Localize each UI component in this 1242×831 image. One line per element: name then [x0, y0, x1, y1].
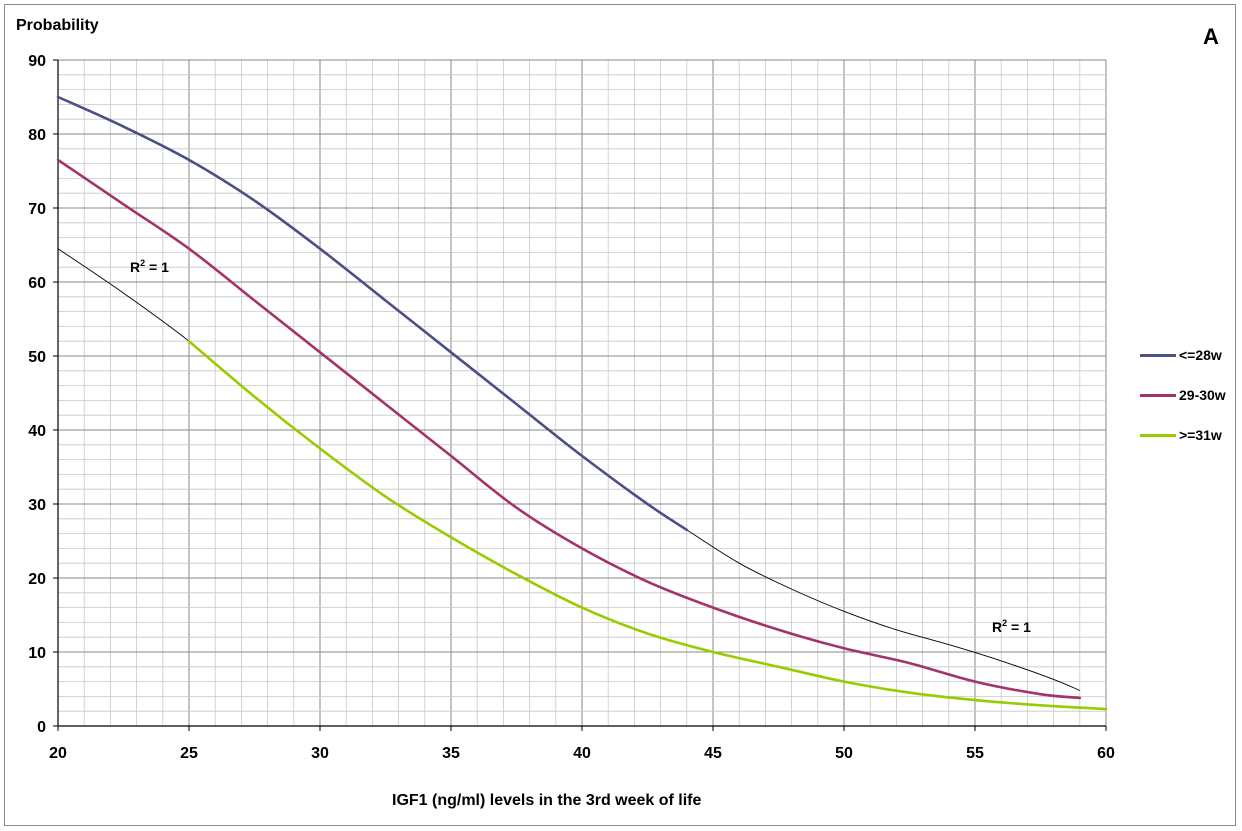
legend-label: >=31w — [1179, 427, 1222, 443]
trendline-label-2: R2 = 1 — [992, 618, 1031, 635]
y-tick-label: 30 — [28, 497, 46, 514]
panel-label: A — [1203, 24, 1219, 49]
series-line-1 — [56, 95, 689, 532]
legend-swatch-series-3 — [1140, 433, 1176, 437]
legend-item-series-2: 29-30w — [1140, 385, 1226, 405]
y-tick-label: 40 — [28, 423, 46, 440]
legend-label: 29-30w — [1179, 387, 1226, 403]
legend-swatch-series-2 — [1140, 393, 1176, 397]
x-tick-label: 45 — [704, 745, 722, 762]
y-tick-label: 10 — [28, 645, 46, 662]
y-tick-label: 20 — [28, 571, 46, 588]
x-tick-label: 20 — [49, 745, 67, 762]
x-tick-label: 55 — [966, 745, 984, 762]
y-tick-label: 0 — [37, 719, 46, 736]
x-tick-label: 60 — [1097, 745, 1115, 762]
x-tick-label: 25 — [180, 745, 198, 762]
y-tick-label: 80 — [28, 127, 46, 144]
y-tick-label: 70 — [28, 201, 46, 218]
legend-label: <=28w — [1179, 347, 1222, 363]
y-axis-title: Probability — [16, 17, 99, 34]
trendline-2 — [686, 529, 1080, 691]
legend-item-series-1: <=28w — [1140, 345, 1226, 365]
y-tick-label: 60 — [28, 275, 46, 292]
x-tick-label: 50 — [835, 745, 853, 762]
x-tick-label: 35 — [442, 745, 460, 762]
x-axis-title: IGF1 (ng/ml) levels in the 3rd week of l… — [392, 792, 702, 809]
y-tick-label: 90 — [28, 53, 46, 70]
legend: <=28w 29-30w >=31w — [1140, 345, 1226, 465]
legend-swatch-series-1 — [1140, 353, 1176, 357]
chart-frame — [4, 4, 1236, 826]
x-tick-label: 40 — [573, 745, 591, 762]
x-tick-label: 30 — [311, 745, 329, 762]
trendline-label-1: R2 = 1 — [130, 258, 169, 275]
y-tick-label: 50 — [28, 349, 46, 366]
legend-item-series-3: >=31w — [1140, 425, 1226, 445]
series-line-3 — [187, 339, 1108, 711]
series-line-2 — [56, 158, 1082, 700]
